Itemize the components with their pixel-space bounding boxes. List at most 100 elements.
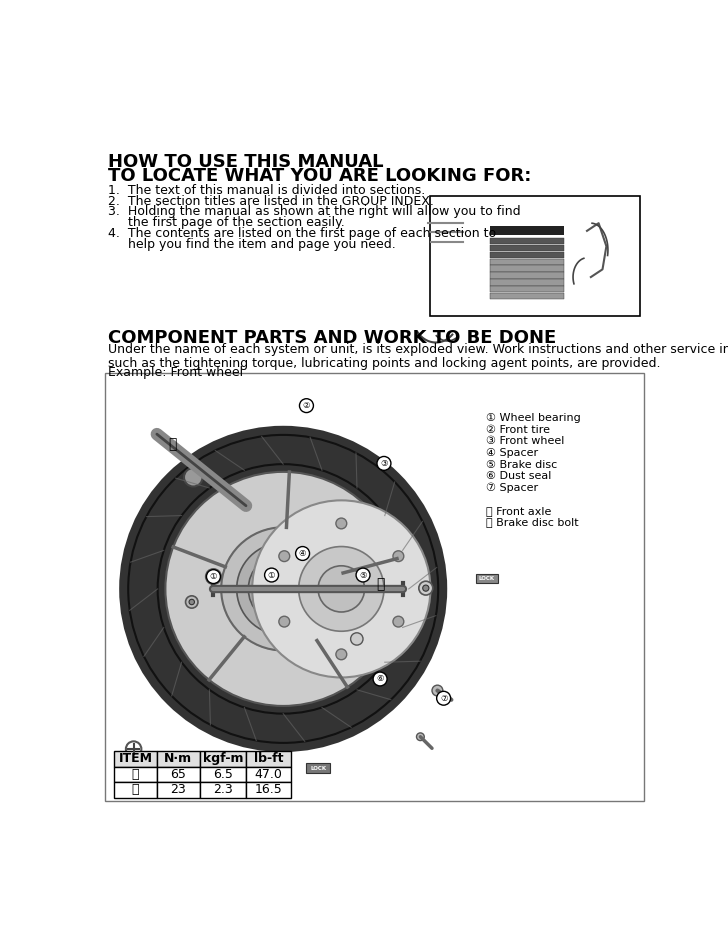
Circle shape (186, 596, 198, 609)
Circle shape (275, 581, 291, 596)
Polygon shape (471, 640, 587, 743)
Text: ①: ① (210, 572, 217, 581)
Text: 2.  The section titles are listed in the GROUP INDEX.: 2. The section titles are listed in the … (108, 195, 434, 207)
Bar (490, 226, 563, 235)
Circle shape (432, 685, 443, 696)
Text: kgf-m: kgf-m (202, 752, 243, 765)
Text: TO LOCATE WHAT YOU ARE LOOKING FOR:: TO LOCATE WHAT YOU ARE LOOKING FOR: (108, 167, 531, 185)
Bar (157, 782, 199, 798)
Polygon shape (416, 640, 471, 743)
Bar (246, 751, 291, 767)
Circle shape (351, 633, 363, 645)
Circle shape (210, 574, 216, 579)
Bar (199, 767, 246, 782)
Text: ①: ① (268, 571, 275, 579)
Text: ⑥ Dust seal: ⑥ Dust seal (486, 471, 552, 481)
Circle shape (206, 569, 221, 584)
Text: ②: ② (303, 401, 310, 410)
Circle shape (373, 672, 387, 686)
Text: N·m: N·m (164, 752, 192, 765)
Text: Ⓑ: Ⓑ (132, 784, 139, 796)
Circle shape (207, 570, 221, 583)
Circle shape (252, 500, 430, 677)
Bar (246, 782, 291, 798)
Text: ⑤ Brake disc: ⑤ Brake disc (486, 460, 558, 469)
Text: Ⓐ: Ⓐ (132, 768, 139, 781)
Text: ③: ③ (380, 459, 388, 468)
Circle shape (336, 518, 347, 528)
Bar (476, 574, 498, 583)
Circle shape (165, 472, 401, 706)
Text: the first page of the section easily.: the first page of the section easily. (108, 217, 345, 229)
Text: ITEM: ITEM (119, 752, 153, 765)
Circle shape (296, 546, 309, 560)
Bar (114, 782, 157, 798)
Bar (199, 782, 246, 798)
Circle shape (336, 649, 347, 659)
Circle shape (298, 546, 384, 631)
Text: ⑤: ⑤ (360, 571, 367, 579)
Bar (490, 258, 563, 265)
Circle shape (318, 566, 365, 612)
Circle shape (264, 568, 279, 582)
Circle shape (437, 691, 451, 706)
Text: Under the name of each system or unit, is its exploded view. Work instructions a: Under the name of each system or unit, i… (108, 343, 728, 370)
Circle shape (221, 528, 345, 651)
Text: ④: ④ (298, 549, 306, 558)
Text: Ⓑ Brake disc bolt: Ⓑ Brake disc bolt (486, 517, 579, 528)
Bar (199, 751, 246, 767)
Text: LOCK: LOCK (310, 766, 326, 771)
Circle shape (268, 574, 298, 605)
Text: Ⓑ: Ⓑ (376, 577, 384, 592)
Bar (490, 293, 563, 300)
Text: 65: 65 (170, 768, 186, 781)
Bar (306, 763, 330, 773)
Circle shape (393, 616, 404, 627)
Text: Example: Front wheel: Example: Front wheel (108, 365, 243, 379)
Text: 23: 23 (170, 784, 186, 796)
Bar (246, 767, 291, 782)
Bar (157, 751, 199, 767)
Text: ⑦ Spacer: ⑦ Spacer (486, 482, 539, 493)
Text: ② Front tire: ② Front tire (486, 425, 550, 435)
Text: lb-ft: lb-ft (254, 752, 283, 765)
Circle shape (393, 551, 404, 561)
Circle shape (423, 585, 429, 592)
Text: LOCK: LOCK (479, 576, 495, 580)
Text: COMPONENT PARTS AND WORK TO BE DONE: COMPONENT PARTS AND WORK TO BE DONE (108, 329, 556, 347)
Bar (490, 286, 563, 292)
Text: 1.  The text of this manual is divided into sections.: 1. The text of this manual is divided in… (108, 184, 425, 197)
Text: 47.0: 47.0 (255, 768, 282, 781)
Text: Ⓐ Front axle: Ⓐ Front axle (486, 506, 552, 515)
Circle shape (299, 398, 314, 413)
Bar (114, 767, 157, 782)
Bar (490, 237, 563, 244)
Text: HOW TO USE THIS MANUAL: HOW TO USE THIS MANUAL (108, 154, 384, 171)
Circle shape (279, 551, 290, 561)
Circle shape (248, 554, 318, 624)
Text: 2.3: 2.3 (213, 784, 233, 796)
Circle shape (279, 616, 290, 627)
Text: Ⓐ: Ⓐ (168, 437, 177, 451)
Bar (430, 196, 641, 316)
Circle shape (419, 581, 432, 595)
Text: 3.  Holding the manual as shown at the right will allow you to find: 3. Holding the manual as shown at the ri… (108, 205, 521, 219)
Text: ④ Spacer: ④ Spacer (486, 448, 539, 458)
Bar (490, 266, 563, 271)
Text: 16.5: 16.5 (255, 784, 282, 796)
Circle shape (189, 599, 194, 605)
Bar (490, 252, 563, 258)
Bar (490, 245, 563, 251)
Text: 6.5: 6.5 (213, 768, 233, 781)
Text: ⑥: ⑥ (376, 674, 384, 684)
Text: 4.  The contents are listed on the first page of each section to: 4. The contents are listed on the first … (108, 227, 496, 240)
Circle shape (377, 457, 391, 470)
Circle shape (184, 468, 202, 486)
Bar (105, 373, 644, 801)
Circle shape (416, 733, 424, 740)
Bar (490, 280, 563, 285)
Circle shape (237, 543, 330, 635)
Text: help you find the item and page you need.: help you find the item and page you need… (108, 237, 396, 251)
Text: ⑦: ⑦ (440, 693, 448, 703)
Text: ① Wheel bearing: ① Wheel bearing (486, 414, 581, 423)
